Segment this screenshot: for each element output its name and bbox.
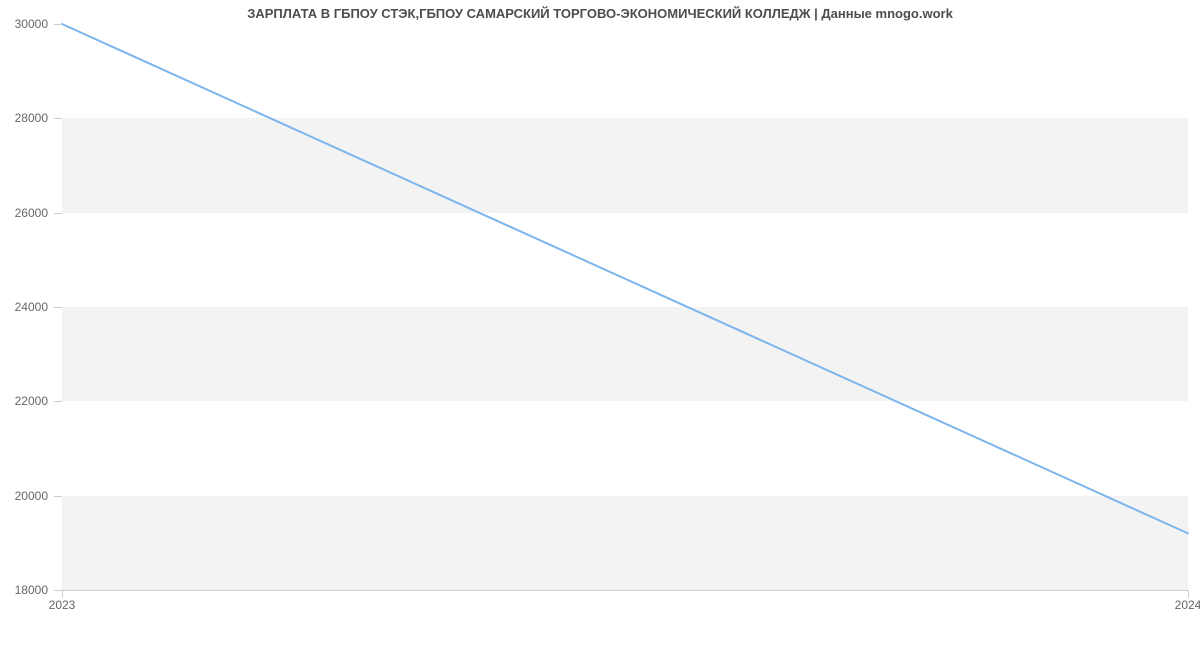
chart-title: ЗАРПЛАТА В ГБПОУ СТЭК,ГБПОУ САМАРСКИЙ ТО… — [0, 6, 1200, 21]
y-tick-label: 28000 — [15, 111, 48, 125]
x-tick-label: 2023 — [49, 598, 76, 612]
y-tick — [54, 307, 62, 308]
x-axis-line — [62, 590, 1188, 591]
y-tick-label: 30000 — [15, 17, 48, 31]
y-tick — [54, 213, 62, 214]
y-tick-label: 24000 — [15, 300, 48, 314]
y-tick-label: 20000 — [15, 489, 48, 503]
x-tick — [62, 590, 63, 598]
y-tick — [54, 401, 62, 402]
series-line — [62, 24, 1188, 590]
x-tick — [1188, 590, 1189, 598]
x-tick-label: 2024 — [1175, 598, 1200, 612]
y-tick — [54, 496, 62, 497]
y-tick-label: 18000 — [15, 583, 48, 597]
line-chart: ЗАРПЛАТА В ГБПОУ СТЭК,ГБПОУ САМАРСКИЙ ТО… — [0, 0, 1200, 650]
plot-area — [62, 24, 1188, 590]
y-tick — [54, 118, 62, 119]
y-tick — [54, 24, 62, 25]
y-tick-label: 22000 — [15, 394, 48, 408]
y-tick-label: 26000 — [15, 206, 48, 220]
y-tick — [54, 590, 62, 591]
